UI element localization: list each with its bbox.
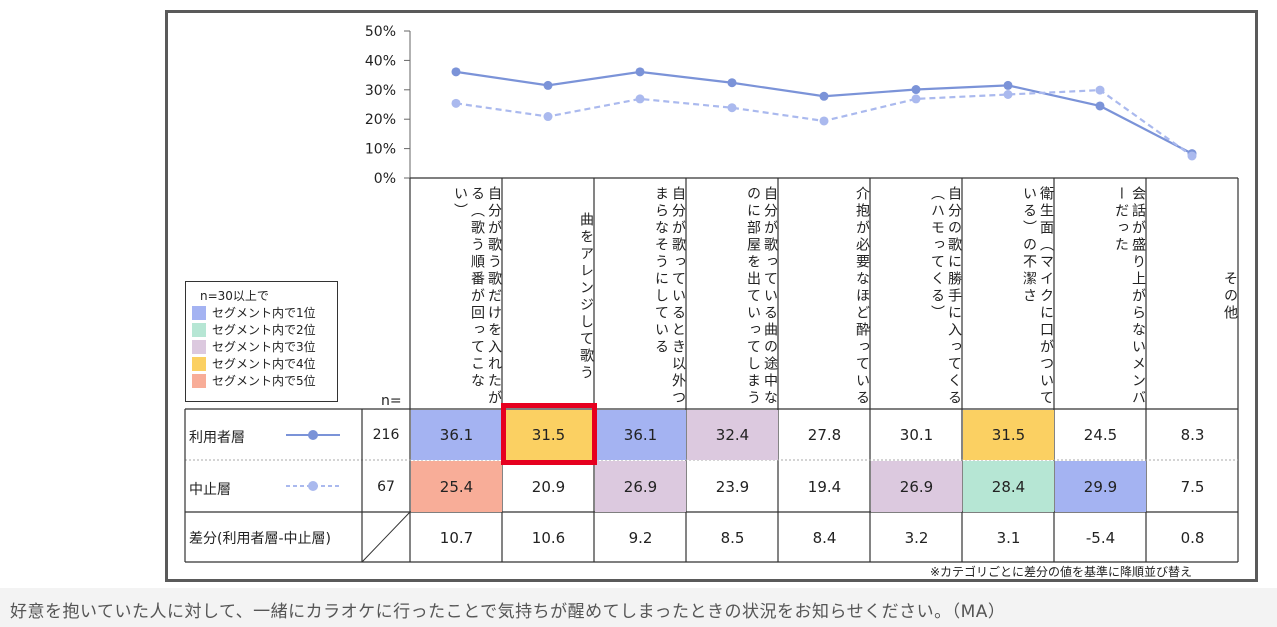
series-point-users xyxy=(819,91,829,101)
category-label: その他 xyxy=(1222,271,1238,322)
y-tick-label: 0% xyxy=(374,171,396,187)
series-point-quit xyxy=(451,98,461,108)
legend-marker-quit-dot xyxy=(308,481,318,491)
cell-diff: 3.1 xyxy=(996,528,1021,547)
legend-swatch xyxy=(192,356,206,371)
legend-item-rank4: セグメント内で4位 xyxy=(192,355,337,372)
legend-item-rank3: セグメント内で3位 xyxy=(192,338,337,355)
legend-label: セグメント内で4位 xyxy=(212,357,316,371)
n-value-users: 216 xyxy=(372,427,400,443)
category-label: 衛生面（マイクに口がついている）の不潔さ xyxy=(1021,186,1054,407)
series-point-quit xyxy=(1003,90,1013,100)
series-point-users xyxy=(911,85,921,95)
cell-users: 31.5 xyxy=(503,410,594,460)
cell-quit: 25.4 xyxy=(411,461,502,512)
legend-item-rank2: セグメント内で2位 xyxy=(192,321,337,338)
series-point-users xyxy=(451,67,461,77)
series-point-quit xyxy=(1187,151,1197,161)
y-tick-label: 10% xyxy=(365,142,396,158)
series-point-quit xyxy=(727,103,737,113)
y-tick-label: 40% xyxy=(365,53,396,69)
cell-users: 27.8 xyxy=(807,426,842,444)
cell-quit: 19.4 xyxy=(807,477,842,496)
legend-swatch xyxy=(192,305,206,320)
series-point-quit xyxy=(1095,85,1105,95)
cell-users: 8.3 xyxy=(1180,426,1205,444)
cell-users: 31.5 xyxy=(963,410,1054,460)
row-label-users: 利用者層 xyxy=(189,430,245,446)
cell-diff: 10.7 xyxy=(439,528,474,547)
series-point-users xyxy=(727,78,737,88)
category-label: 自分が歌う歌だけを入れたがる（歌う順番が回ってこない） xyxy=(452,186,502,407)
legend-swatch xyxy=(192,322,206,337)
question-caption: 好意を抱いていた人に対して、一緒にカラオケに行ったことで気持ちが醒めてしまったと… xyxy=(10,602,1006,622)
series-point-quit xyxy=(543,112,553,122)
category-label: 介抱が必要なほど酔っている xyxy=(854,186,870,407)
series-point-quit xyxy=(911,94,921,104)
cell-diff: 10.6 xyxy=(531,528,566,547)
cell-diff: 9.2 xyxy=(628,528,653,547)
legend-label: セグメント内で2位 xyxy=(212,323,316,337)
y-tick-label: 30% xyxy=(365,83,396,99)
category-label: 自分の歌に勝手に入ってくる（ハモってくる） xyxy=(929,186,962,407)
legend-title: n=30以上で xyxy=(200,289,269,303)
series-point-users xyxy=(1003,80,1013,90)
n-header: n= xyxy=(381,393,402,409)
legend-marker-users-dot xyxy=(308,430,318,440)
legend-label: セグメント内で1位 xyxy=(212,306,316,320)
cell-diff: 3.2 xyxy=(904,528,929,547)
cell-users: 36.1 xyxy=(411,410,502,460)
legend-label: セグメント内で5位 xyxy=(212,374,316,388)
cell-quit: 26.9 xyxy=(871,461,962,512)
cell-quit: 20.9 xyxy=(531,477,566,496)
cell-diff: 8.4 xyxy=(812,528,837,547)
category-label: 自分が歌っているとき以外つまらなそうにしている xyxy=(653,186,686,407)
legend-swatch xyxy=(192,373,206,388)
cell-quit: 26.9 xyxy=(595,461,686,512)
footnote: ※カテゴリごとに差分の値を基準に降順並び替え xyxy=(930,565,1193,579)
cell-quit: 7.5 xyxy=(1180,477,1205,496)
cell-users: 36.1 xyxy=(595,410,686,460)
category-label: 曲をアレンジして歌う xyxy=(578,211,594,382)
highlight-box xyxy=(501,403,597,465)
cell-users: 24.5 xyxy=(1083,426,1118,444)
cell-quit: 28.4 xyxy=(963,461,1054,512)
n-value-quit: 67 xyxy=(377,479,395,495)
legend-swatch xyxy=(192,339,206,354)
y-tick-label: 50% xyxy=(365,24,396,40)
series-point-quit xyxy=(635,94,645,104)
legend-item-rank1: セグメント内で1位 xyxy=(192,304,337,321)
legend-label: セグメント内で3位 xyxy=(212,340,316,354)
cell-quit: 29.9 xyxy=(1055,461,1146,512)
series-point-users xyxy=(635,67,645,77)
diff-n-diagonal xyxy=(361,511,411,563)
cell-users: 30.1 xyxy=(899,426,934,444)
y-tick-label: 20% xyxy=(365,112,396,128)
row-label-diff: 差分(利用者層-中止層) xyxy=(189,531,331,547)
caption-bar xyxy=(0,588,1277,627)
cell-users: 32.4 xyxy=(687,410,778,460)
category-label: 自分が歌っている曲の途中なのに部屋を出ていってしまう xyxy=(745,186,778,407)
rank-legend: n=30以上で セグメント内で1位 セグメント内で2位 セグメント内で3位 セグ… xyxy=(185,281,338,402)
cell-diff: 8.5 xyxy=(720,528,745,547)
cell-quit: 23.9 xyxy=(715,477,750,496)
series-point-users xyxy=(543,80,553,90)
cell-diff: -5.4 xyxy=(1085,528,1116,547)
legend-item-rank5: セグメント内で5位 xyxy=(192,372,337,389)
row-label-quit: 中止層 xyxy=(189,482,231,498)
series-point-quit xyxy=(819,116,829,126)
series-point-users xyxy=(1095,101,1105,111)
category-label: 会話が盛り上がらないメンバーだった xyxy=(1113,186,1146,407)
cell-diff: 0.8 xyxy=(1180,528,1205,547)
